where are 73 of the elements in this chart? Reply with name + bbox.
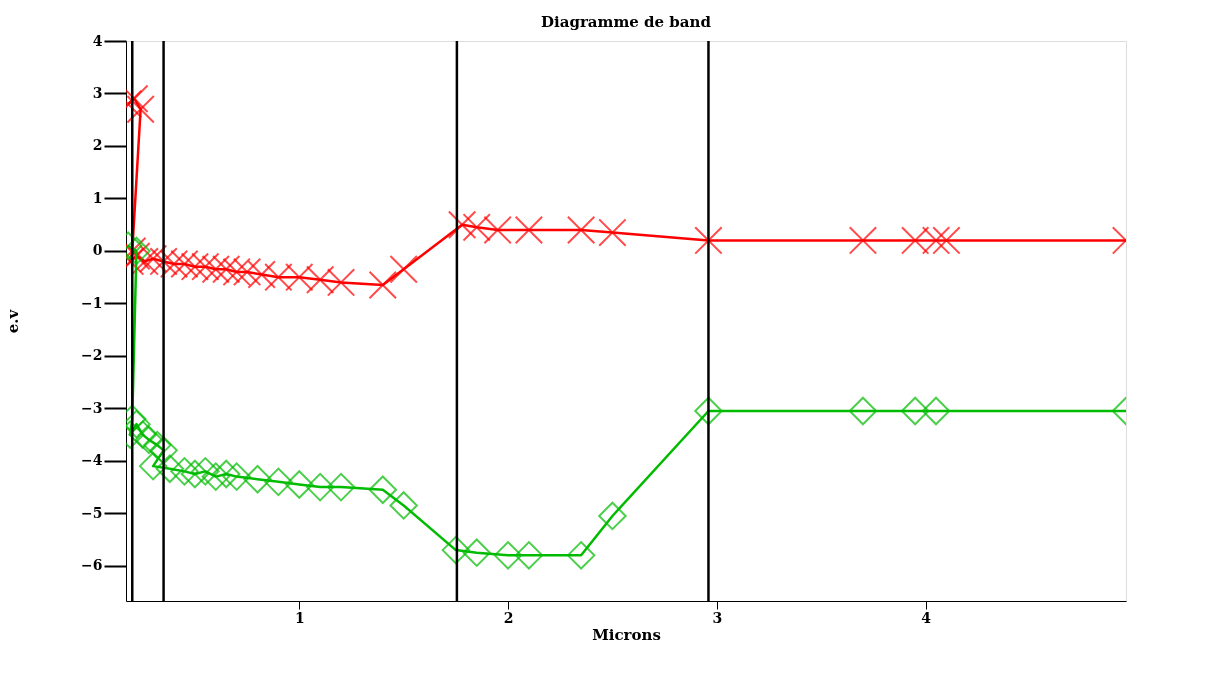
y-tick-label: 3 — [92, 84, 103, 101]
y-axis-title: e.v — [4, 308, 23, 334]
point — [305, 265, 335, 295]
point — [232, 257, 262, 287]
point — [138, 451, 168, 481]
point — [285, 262, 314, 292]
point — [389, 491, 418, 520]
point — [143, 430, 172, 460]
point — [848, 396, 878, 426]
point — [389, 255, 418, 284]
point — [170, 249, 199, 279]
point — [126, 95, 155, 124]
point — [201, 462, 230, 491]
point — [243, 465, 272, 494]
point — [149, 436, 178, 465]
point — [566, 215, 596, 245]
point — [598, 501, 627, 531]
point — [900, 396, 930, 426]
point — [149, 247, 178, 276]
y-tick-label: −6 — [81, 557, 103, 574]
point — [514, 541, 544, 570]
point — [170, 457, 199, 486]
point — [900, 226, 930, 255]
point — [201, 255, 230, 284]
chart-title: Diagramme de band — [541, 13, 712, 31]
x-axis-title: Microns — [592, 625, 661, 644]
point — [211, 255, 241, 284]
x-tick-label: 2 — [503, 609, 514, 626]
y-tick-label: 1 — [92, 189, 103, 206]
y-tick-label: −5 — [81, 504, 103, 521]
point — [462, 213, 491, 242]
point — [848, 226, 878, 255]
point — [598, 218, 627, 247]
point — [326, 472, 356, 502]
point — [211, 459, 241, 489]
point — [514, 215, 544, 245]
point — [493, 541, 523, 570]
y-tick-label: 2 — [92, 137, 103, 154]
x-tick-label: 3 — [712, 609, 723, 626]
point — [285, 470, 314, 499]
point — [138, 244, 168, 274]
point — [921, 396, 951, 426]
point — [368, 270, 398, 300]
point — [134, 425, 164, 455]
y-tick-label: 0 — [92, 242, 103, 259]
point — [155, 454, 185, 483]
point — [222, 462, 251, 491]
point — [180, 459, 210, 489]
y-tick-label: −1 — [81, 294, 103, 311]
point — [441, 535, 471, 565]
point — [305, 472, 335, 502]
point — [180, 252, 210, 281]
point — [264, 467, 293, 497]
y-tick-label: −3 — [81, 399, 103, 416]
point — [191, 457, 220, 486]
point — [921, 226, 951, 255]
point — [368, 475, 398, 504]
y-tick-label: −4 — [81, 452, 103, 469]
point — [932, 226, 961, 255]
x-tick-label: 1 — [294, 609, 305, 626]
y-tick-label: 4 — [92, 32, 103, 49]
point — [694, 396, 723, 426]
x-tick-label: 4 — [921, 609, 932, 626]
point — [264, 262, 293, 292]
point — [462, 538, 491, 567]
point — [694, 226, 723, 255]
point — [483, 215, 512, 245]
point — [566, 541, 596, 570]
point — [191, 252, 220, 281]
point — [447, 210, 477, 239]
point — [128, 420, 157, 449]
point — [326, 268, 356, 297]
y-tick-label: −2 — [81, 347, 103, 364]
